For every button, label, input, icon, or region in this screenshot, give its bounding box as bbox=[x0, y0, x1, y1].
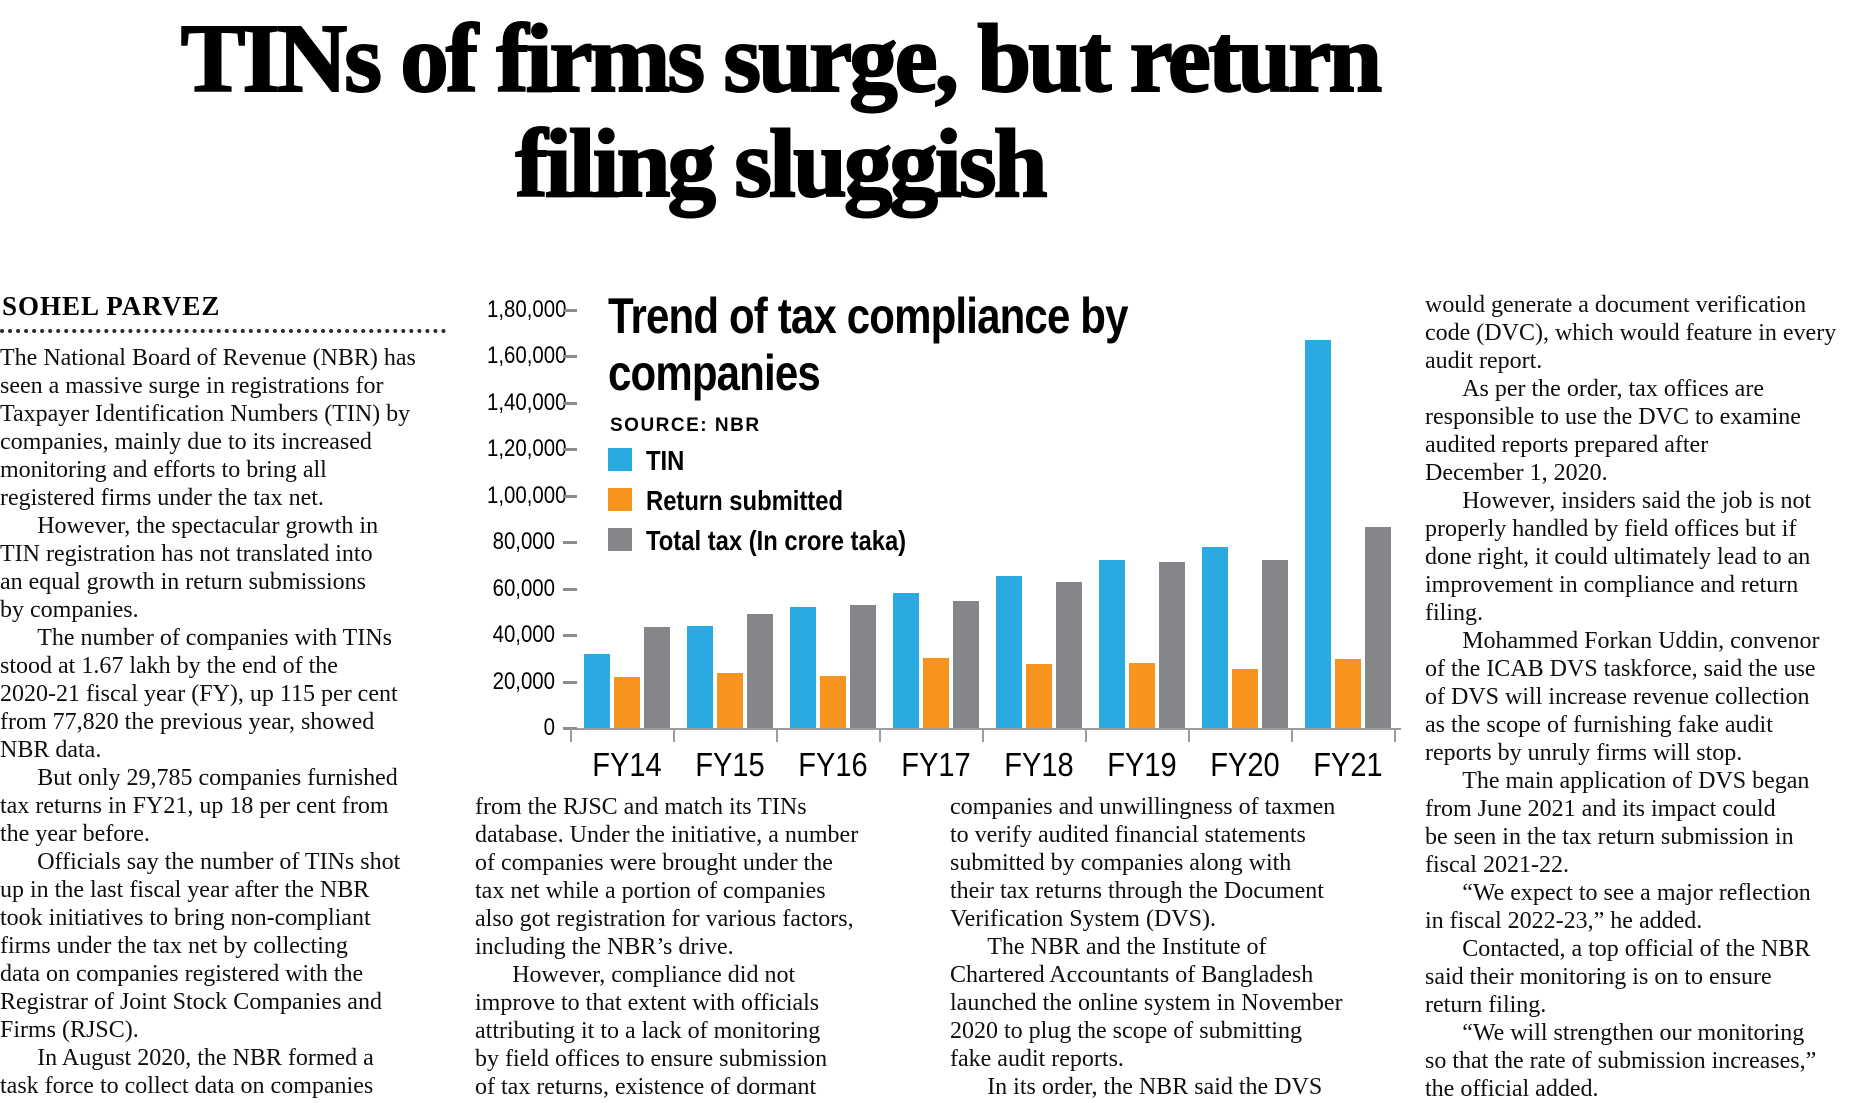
tax-compliance-bar-chart: Trend of tax compliance by companies SOU… bbox=[475, 240, 1415, 785]
article-paragraph: But only 29,785 companies furnished tax … bbox=[0, 765, 398, 847]
x-axis-label-fy14: FY14 bbox=[592, 746, 662, 783]
bar-fy19-tin bbox=[1099, 560, 1125, 728]
x-axis-tick-mark bbox=[673, 728, 675, 742]
y-axis-tick-mark bbox=[563, 448, 577, 452]
y-axis-tick-mark bbox=[563, 680, 577, 684]
y-axis-tick-label: 1,20,000 bbox=[487, 435, 567, 463]
bar-fy14-return bbox=[614, 677, 640, 728]
bar-fy15-tin bbox=[687, 626, 713, 728]
y-axis-tick-label: 1,60,000 bbox=[487, 342, 567, 370]
article-column-3: companies and unwillingness of taxmen to… bbox=[950, 793, 1400, 1101]
bar-fy18-total bbox=[1056, 582, 1082, 728]
x-axis-label-fy17: FY17 bbox=[901, 746, 971, 783]
y-axis-tick-label: 40,000 bbox=[492, 621, 555, 649]
article-paragraph: “We expect to see a major reflection in … bbox=[1425, 880, 1811, 934]
bar-fy20-return bbox=[1232, 669, 1258, 728]
x-axis-tick-mark bbox=[1085, 728, 1087, 742]
bar-fy17-total bbox=[953, 601, 979, 728]
article-paragraph: Mohammed Forkan Uddin, convenor of the I… bbox=[1425, 628, 1820, 766]
y-axis-tick-mark bbox=[563, 587, 577, 591]
legend-label: Total tax (In crore taka) bbox=[646, 525, 907, 556]
article-column-4: would generate a document verification c… bbox=[1425, 291, 1871, 1103]
x-axis-label-fy18: FY18 bbox=[1004, 746, 1074, 783]
y-axis-tick-mark bbox=[563, 541, 577, 545]
article-paragraph: The number of companies with TINs stood … bbox=[0, 625, 398, 763]
x-axis-tick-mark bbox=[982, 728, 984, 742]
article-paragraph: In its order, the NBR said the DVS bbox=[987, 1074, 1323, 1100]
bar-fy14-total bbox=[644, 627, 670, 728]
x-axis-label-fy15: FY15 bbox=[695, 746, 765, 783]
y-axis-tick-label: 1,40,000 bbox=[487, 388, 567, 416]
article-column-2: from the RJSC and match its TINs databas… bbox=[475, 793, 925, 1101]
bar-fy15-return bbox=[717, 673, 743, 728]
legend-label: Return submitted bbox=[646, 485, 844, 516]
article-paragraph: The main application of DVS began from J… bbox=[1425, 768, 1810, 878]
x-axis-line bbox=[577, 728, 1401, 730]
y-axis-tick-mark bbox=[563, 401, 577, 405]
y-axis-tick-label: 0 bbox=[543, 714, 555, 741]
bar-fy18-return bbox=[1026, 664, 1052, 728]
bar-fy20-tin bbox=[1202, 547, 1228, 728]
y-axis-tick-label: 80,000 bbox=[492, 528, 555, 556]
x-axis-tick-mark bbox=[570, 728, 572, 742]
y-axis-tick-mark bbox=[563, 355, 577, 359]
article-paragraph: As per the order, tax offices are respon… bbox=[1425, 376, 1801, 486]
article-paragraph: However, insiders said the job is not pr… bbox=[1425, 488, 1812, 626]
byline-dotted-rule bbox=[0, 329, 446, 333]
article-paragraph: from the RJSC and match its TINs databas… bbox=[475, 794, 859, 960]
article-paragraph: Officials say the number of TINs shot up… bbox=[0, 849, 401, 1043]
article-paragraph: companies and unwillingness of taxmen to… bbox=[950, 794, 1336, 932]
bar-fy16-total bbox=[850, 605, 876, 728]
article-paragraph: However, compliance did not improve to t… bbox=[475, 962, 828, 1100]
y-axis-tick-mark bbox=[563, 309, 577, 312]
y-axis-tick-label: 20,000 bbox=[492, 667, 555, 695]
bar-fy19-total bbox=[1159, 562, 1185, 728]
article-paragraph: “We will strengthen our monitoring so th… bbox=[1425, 1020, 1817, 1102]
article-paragraph: The NBR and the Institute of Chartered A… bbox=[950, 934, 1343, 1072]
x-axis-tick-mark bbox=[776, 728, 778, 742]
bar-fy19-return bbox=[1129, 663, 1155, 728]
article-paragraph: The National Board of Revenue (NBR) has … bbox=[0, 345, 416, 511]
x-axis-tick-mark bbox=[1291, 728, 1293, 742]
x-axis-label-fy21: FY21 bbox=[1313, 746, 1383, 783]
bar-fy18-tin bbox=[996, 576, 1022, 728]
x-axis-label-fy20: FY20 bbox=[1210, 746, 1280, 783]
x-axis-label-fy16: FY16 bbox=[798, 746, 868, 783]
byline: SOHEL PARVEZ bbox=[2, 291, 221, 321]
y-axis-tick-label: 60,000 bbox=[492, 574, 555, 602]
x-axis-tick-mark bbox=[879, 728, 881, 742]
x-axis-label-fy19: FY19 bbox=[1107, 746, 1177, 783]
bar-fy21-return bbox=[1335, 659, 1361, 728]
bar-fy16-return bbox=[820, 676, 846, 728]
headline: TINs of firms surge, but return filing s… bbox=[180, 5, 1384, 217]
y-axis-tick-label: 1,00,000 bbox=[487, 481, 567, 509]
bar-fy21-tin bbox=[1305, 340, 1331, 728]
chart-source: SOURCE: NBR bbox=[610, 415, 761, 436]
article-column-1: The National Board of Revenue (NBR) has … bbox=[0, 344, 448, 1100]
article-paragraph: However, the spectacular growth in TIN r… bbox=[0, 513, 379, 623]
x-axis-tick-mark bbox=[1188, 728, 1190, 742]
x-axis-tick-mark bbox=[1394, 728, 1396, 742]
bar-fy15-total bbox=[747, 614, 773, 728]
legend-swatch-return bbox=[608, 488, 632, 511]
bar-fy21-total bbox=[1365, 527, 1391, 728]
bar-fy17-tin bbox=[893, 593, 919, 728]
y-axis-tick-mark bbox=[563, 494, 577, 498]
article-paragraph: would generate a document verification c… bbox=[1425, 292, 1837, 374]
chart-title: Trend of tax compliance by companies bbox=[608, 288, 1128, 401]
article-paragraph: Contacted, a top official of the NBR sai… bbox=[1425, 936, 1811, 1018]
bar-fy16-tin bbox=[790, 607, 816, 728]
bar-fy20-total bbox=[1262, 560, 1288, 728]
y-axis-tick-label: 1,80,000 bbox=[487, 296, 567, 323]
article-paragraph: In August 2020, the NBR formed a task fo… bbox=[0, 1045, 374, 1099]
legend-swatch-tin bbox=[608, 448, 632, 471]
bar-fy14-tin bbox=[584, 654, 610, 728]
legend-label: TIN bbox=[646, 445, 685, 476]
bar-fy17-return bbox=[923, 658, 949, 728]
legend-swatch-total-tax bbox=[608, 528, 632, 551]
y-axis-tick-mark bbox=[563, 634, 577, 638]
